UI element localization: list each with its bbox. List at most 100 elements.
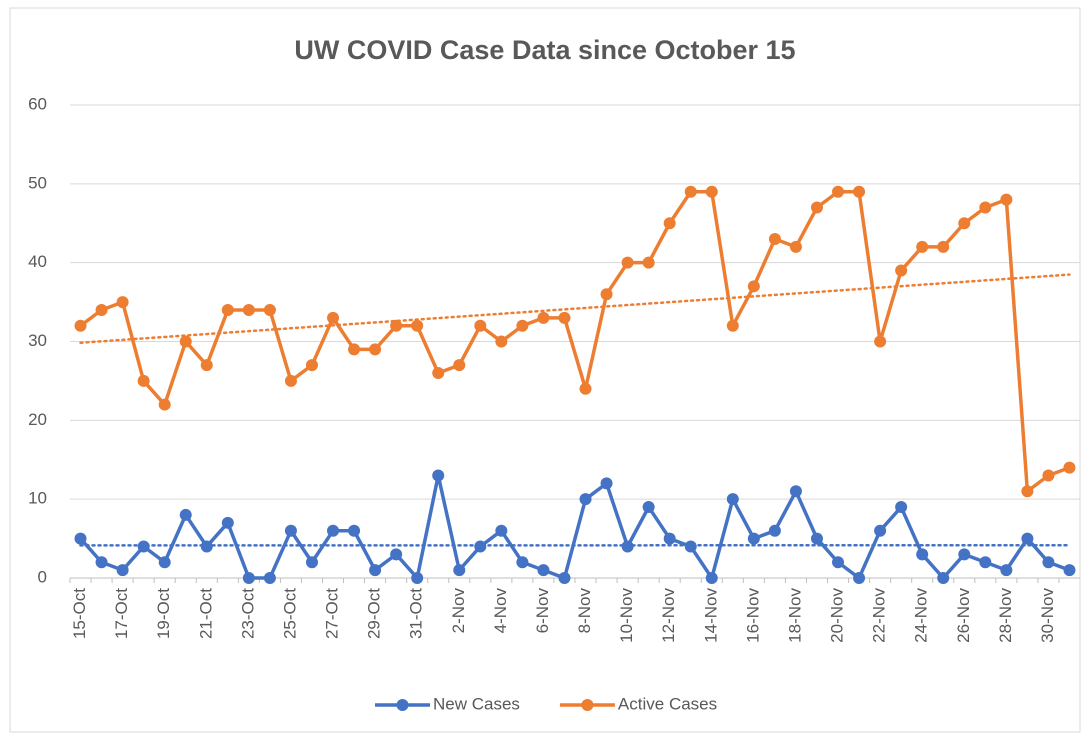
- y-tick-label: 30: [28, 331, 47, 350]
- point: [263, 572, 276, 584]
- point: [495, 335, 508, 348]
- point: [179, 508, 192, 521]
- point: [853, 572, 866, 584]
- x-tick-label: 18-Nov: [785, 588, 804, 643]
- point: [74, 319, 87, 332]
- chart-title: UW COVID Case Data since October 15: [294, 35, 795, 65]
- point: [242, 572, 255, 584]
- point: [768, 524, 781, 537]
- point: [916, 240, 929, 253]
- point: [495, 524, 508, 537]
- trendline: [79, 273, 1071, 344]
- point: [116, 564, 129, 577]
- point: [958, 548, 971, 561]
- chart-border: [9, 7, 1081, 733]
- point: [579, 382, 592, 395]
- point: [348, 524, 361, 537]
- point: [369, 343, 382, 356]
- point: [1063, 461, 1076, 474]
- point: [158, 556, 171, 569]
- x-tick-label: 15-Oct: [70, 588, 89, 639]
- point: [348, 343, 361, 356]
- x-tick-label: 28-Nov: [996, 588, 1015, 643]
- point: [621, 256, 634, 269]
- point: [537, 564, 550, 577]
- point: [874, 335, 887, 348]
- point: [474, 319, 487, 332]
- point: [663, 217, 676, 230]
- point: [137, 540, 150, 553]
- point: [937, 240, 950, 253]
- point: [663, 532, 676, 545]
- point: [95, 556, 108, 569]
- legend-label: New Cases: [433, 694, 520, 713]
- point: [642, 501, 655, 514]
- point: [747, 280, 760, 293]
- point: [305, 556, 318, 569]
- point: [516, 556, 529, 569]
- point: [474, 540, 487, 553]
- point: [284, 524, 297, 537]
- point: [747, 532, 760, 545]
- point: [705, 572, 718, 584]
- point: [516, 319, 529, 332]
- point: [832, 556, 845, 569]
- x-tick-label: 19-Oct: [154, 588, 173, 639]
- point: [305, 359, 318, 372]
- point: [116, 296, 129, 309]
- point: [263, 303, 276, 316]
- point: [979, 556, 992, 569]
- x-tick-label: 21-Oct: [196, 588, 215, 639]
- point: [895, 264, 908, 277]
- point: [411, 319, 424, 332]
- point: [705, 185, 718, 198]
- point: [726, 493, 739, 506]
- point: [1063, 564, 1076, 577]
- point: [137, 374, 150, 387]
- point: [684, 540, 697, 553]
- x-tick-label: 14-Nov: [701, 588, 720, 643]
- series-line: [79, 473, 1071, 580]
- legend-marker: [581, 699, 594, 711]
- point: [937, 572, 950, 584]
- point: [179, 335, 192, 348]
- point: [537, 311, 550, 324]
- point: [600, 288, 613, 301]
- point: [453, 359, 466, 372]
- x-tick-label: 30-Nov: [1038, 588, 1057, 643]
- point: [558, 311, 571, 324]
- point: [768, 233, 781, 246]
- point: [74, 532, 87, 545]
- legend-label: Active Cases: [618, 694, 717, 713]
- point: [916, 548, 929, 561]
- point: [369, 564, 382, 577]
- x-tick-label: 24-Nov: [912, 588, 931, 643]
- point: [242, 303, 255, 316]
- x-tick-label: 6-Nov: [533, 588, 552, 634]
- point: [1021, 485, 1034, 498]
- point: [958, 217, 971, 230]
- point: [221, 303, 234, 316]
- point: [411, 572, 424, 584]
- point: [684, 185, 697, 198]
- point: [327, 311, 340, 324]
- point: [200, 359, 213, 372]
- x-tick-label: 27-Oct: [323, 588, 342, 639]
- point: [221, 516, 234, 529]
- point: [726, 319, 739, 332]
- point: [621, 540, 634, 553]
- point: [1042, 556, 1055, 569]
- x-tick-label: 2-Nov: [449, 588, 468, 634]
- y-tick-label: 50: [28, 173, 47, 192]
- point: [789, 240, 802, 253]
- point: [642, 256, 655, 269]
- x-tick-label: 31-Oct: [407, 588, 426, 639]
- x-tick-label: 8-Nov: [575, 588, 594, 634]
- x-tick-label: 22-Nov: [870, 588, 889, 643]
- point: [789, 485, 802, 498]
- x-tick-label: 10-Nov: [617, 588, 636, 643]
- point: [979, 201, 992, 214]
- point: [284, 374, 297, 387]
- point: [95, 303, 108, 316]
